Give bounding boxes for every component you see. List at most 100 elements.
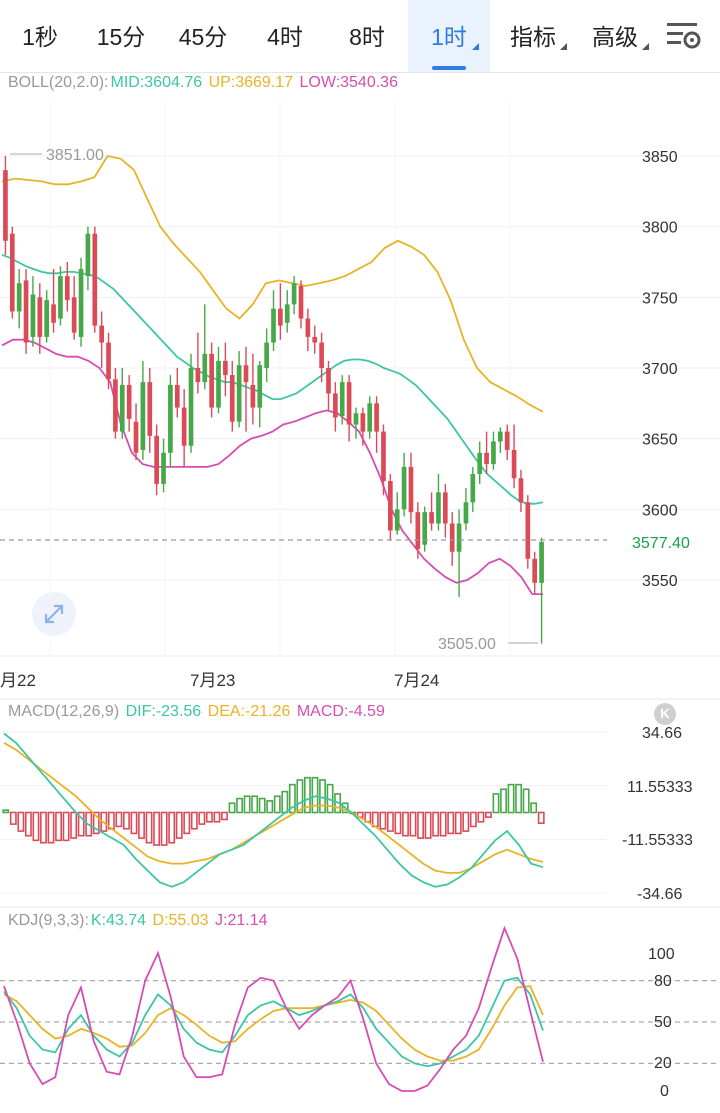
- macd-bar: [477, 811, 485, 823]
- tab-label: 指标: [510, 24, 556, 50]
- active-tab-indicator: [432, 66, 466, 70]
- boll-lines: [1, 154, 544, 595]
- candle-body: [278, 308, 283, 326]
- macd-bar: [17, 811, 25, 832]
- tab-label: 1秒: [22, 24, 58, 50]
- candle-body: [133, 421, 139, 453]
- tab-advanced[interactable]: 高级: [574, 0, 656, 72]
- price-tick-label: 3850: [642, 149, 678, 166]
- tab-15m[interactable]: 15分: [80, 0, 162, 72]
- tab-indicators[interactable]: 指标: [492, 0, 574, 72]
- boll-name: BOLL(20,2.0):: [8, 74, 109, 91]
- macd-bar: [469, 811, 477, 828]
- candle-body: [174, 384, 180, 408]
- candle-body: [518, 478, 524, 503]
- kdj-j-line: [3, 925, 544, 1092]
- price-tick-label: 3700: [642, 361, 678, 378]
- candle-body: [367, 403, 373, 432]
- candle-body: [51, 304, 56, 323]
- price-axis: 3850 3800 3750 3700 3650 3600 3550: [642, 149, 678, 590]
- expand-chart-button[interactable]: [32, 592, 76, 636]
- tab-4h[interactable]: 4时: [244, 0, 326, 72]
- macd-bar: [92, 811, 100, 835]
- tab-45m[interactable]: 45分: [162, 0, 244, 72]
- macd-bar: [190, 811, 198, 830]
- macd-bar: [168, 811, 176, 844]
- tab-label: 8时: [349, 24, 385, 50]
- macd-dea-value: DEA:-21.26: [207, 703, 291, 720]
- k-badge-icon[interactable]: K: [654, 703, 676, 725]
- candle-body: [161, 452, 166, 484]
- macd-bar: [228, 802, 236, 814]
- candle-body: [504, 431, 510, 450]
- price-grid: [0, 100, 720, 656]
- candle-body: [497, 431, 503, 442]
- macd-bar: [9, 811, 17, 825]
- candle-body: [491, 441, 496, 465]
- macd-dif-value: DIF:-23.56: [125, 703, 202, 720]
- macd-bar: [236, 797, 244, 814]
- candle-body: [147, 382, 153, 436]
- candle-body: [92, 233, 98, 326]
- macd-bar: [32, 811, 40, 842]
- price-tick-label: 3800: [642, 220, 678, 237]
- macd-bar: [402, 811, 409, 837]
- tab-8h[interactable]: 8时: [326, 0, 408, 72]
- candle-body: [229, 375, 235, 422]
- candle-body: [539, 541, 544, 583]
- boll-lower-line: [1, 338, 543, 595]
- macd-bar: [507, 783, 515, 814]
- kdj-d-line: [3, 985, 544, 1062]
- macd-lines: [3, 732, 544, 888]
- candle-body: [106, 342, 111, 380]
- candle-body: [140, 382, 146, 450]
- tab-1s[interactable]: 1秒: [0, 0, 80, 72]
- kdj-name: KDJ(9,3,3):: [8, 912, 89, 929]
- macd-bar: [70, 811, 78, 839]
- candle-body: [408, 466, 414, 513]
- macd-bar: [77, 811, 85, 837]
- boll-upper-line: [1, 154, 544, 413]
- candle-body: [257, 365, 263, 408]
- macd-axis-label: -11.55333: [622, 832, 693, 849]
- candle-body: [58, 276, 63, 319]
- boll-legend: BOLL(20,2.0): MID:3604.76 UP:3669.17 LOW:…: [8, 74, 400, 92]
- macd-bar: [258, 797, 266, 814]
- macd-bar: [213, 811, 221, 823]
- candle-body: [216, 360, 221, 408]
- candle-body: [99, 325, 105, 343]
- candle-body: [64, 276, 70, 301]
- macd-axis-label: -34.66: [637, 886, 682, 903]
- macd-bar: [454, 811, 462, 835]
- kdj-axis-label: 50: [654, 1014, 672, 1031]
- macd-bar: [243, 795, 251, 814]
- chart-settings-icon[interactable]: [664, 16, 704, 56]
- macd-bar: [311, 776, 319, 814]
- candle-body: [470, 474, 476, 503]
- kdj-j-value: J:21.14: [215, 912, 268, 929]
- candle-body: [525, 502, 531, 559]
- candle-body: [394, 509, 400, 531]
- kdj-axis-label: 100: [648, 946, 675, 963]
- macd-bar: [138, 811, 145, 839]
- candle-body: [374, 403, 379, 432]
- macd-bar: [221, 811, 228, 821]
- price-tick-label: 3750: [642, 290, 678, 307]
- macd-bar: [273, 795, 281, 814]
- current-price-tag: [607, 528, 720, 554]
- macd-bar: [145, 811, 153, 844]
- candle-body: [477, 452, 483, 474]
- macd-bar: [409, 811, 417, 837]
- candle-body: [78, 269, 84, 337]
- kdj-legend: KDJ(9,3,3): K:43.74 D:55.03 J:21.14: [8, 912, 270, 930]
- timeframe-tab-bar: 1秒 15分 45分 4时 8时 1时 指标 高级: [0, 0, 720, 72]
- tab-1h[interactable]: 1时: [408, 0, 490, 72]
- macd-bar: [484, 811, 492, 818]
- tab-label: 45分: [178, 24, 228, 50]
- candle-body: [3, 170, 8, 241]
- kdj-d-value: D:55.03: [152, 912, 209, 929]
- candle-body: [236, 365, 242, 422]
- macd-bar: [379, 811, 387, 830]
- candle-body: [168, 384, 173, 453]
